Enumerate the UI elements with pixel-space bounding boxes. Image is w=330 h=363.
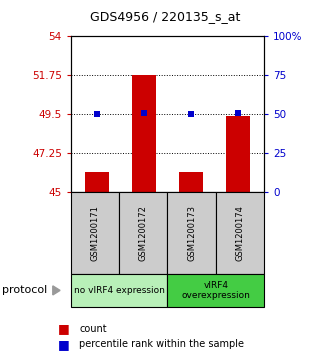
Text: GDS4956 / 220135_s_at: GDS4956 / 220135_s_at — [90, 10, 240, 23]
Text: GSM1200174: GSM1200174 — [235, 205, 245, 261]
Text: vIRF4
overexpression: vIRF4 overexpression — [181, 281, 250, 300]
Text: GSM1200173: GSM1200173 — [187, 205, 196, 261]
Text: protocol: protocol — [2, 285, 47, 295]
Bar — [132, 75, 156, 192]
Text: GSM1200172: GSM1200172 — [139, 205, 148, 261]
Bar — [226, 116, 250, 192]
Text: ■: ■ — [58, 338, 70, 351]
Text: count: count — [79, 323, 107, 334]
Text: percentile rank within the sample: percentile rank within the sample — [79, 339, 244, 349]
Text: GSM1200171: GSM1200171 — [90, 205, 100, 261]
Text: ■: ■ — [58, 322, 70, 335]
Bar — [85, 172, 109, 192]
Bar — [179, 172, 203, 192]
Text: no vIRF4 expression: no vIRF4 expression — [74, 286, 165, 295]
